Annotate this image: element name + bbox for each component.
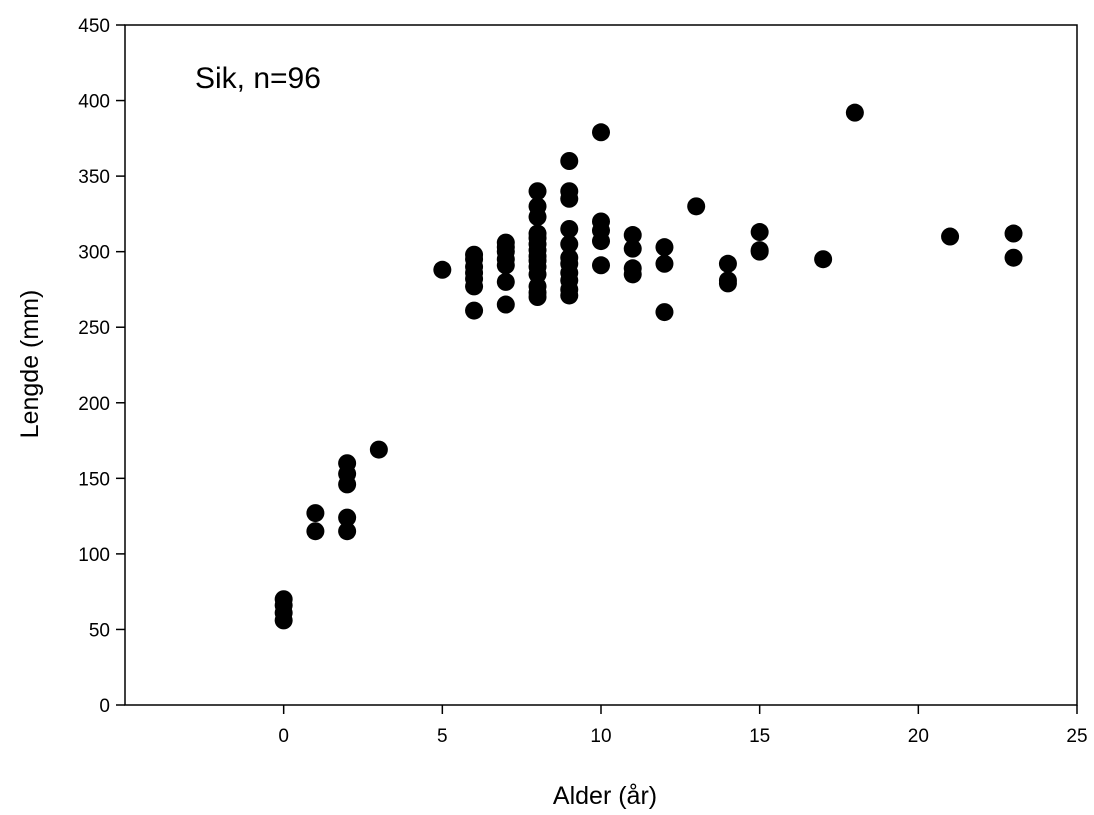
y-axis-ticks: 0 50 100 150 200 250 300 350 400 450 <box>78 16 125 717</box>
data-point <box>560 235 579 254</box>
y-tick-label: 50 <box>89 620 110 641</box>
data-point <box>306 522 325 541</box>
data-points <box>274 103 1023 630</box>
y-axis-title: Lengde (mm) <box>16 290 44 439</box>
data-point <box>941 227 960 246</box>
data-point <box>560 248 579 267</box>
data-point <box>623 259 642 278</box>
x-tick-label: 10 <box>590 726 611 747</box>
data-point <box>623 226 642 245</box>
x-axis-ticks: 0 5 10 15 20 25 <box>278 705 1088 747</box>
data-point <box>528 197 547 216</box>
data-point <box>560 220 579 238</box>
data-point <box>528 182 547 201</box>
y-tick-label: 0 <box>99 696 110 717</box>
data-point <box>750 223 769 242</box>
y-tick-label: 250 <box>78 318 110 339</box>
data-point <box>528 224 547 243</box>
data-point <box>655 238 674 257</box>
y-tick-label: 400 <box>78 92 110 113</box>
data-point <box>592 123 610 142</box>
x-tick-label: 20 <box>908 726 929 747</box>
data-point <box>338 454 357 473</box>
x-tick-label: 25 <box>1066 726 1087 747</box>
data-point <box>560 152 579 170</box>
data-point <box>496 233 515 252</box>
data-point <box>560 182 579 201</box>
data-point <box>465 245 484 264</box>
data-point <box>718 271 737 290</box>
data-point <box>592 212 610 231</box>
data-point <box>338 522 357 541</box>
data-point <box>1004 224 1023 243</box>
data-point <box>687 197 706 216</box>
y-tick-label: 350 <box>78 167 110 188</box>
y-tick-label: 100 <box>78 545 110 566</box>
data-point <box>655 254 674 273</box>
data-point <box>592 256 610 275</box>
data-point <box>465 301 484 320</box>
sample-annotation: Sik, n=96 <box>195 62 321 95</box>
x-tick-label: 5 <box>437 726 448 747</box>
data-point <box>750 241 769 260</box>
data-point <box>718 254 737 273</box>
data-point <box>623 239 642 258</box>
data-point <box>369 440 388 459</box>
y-tick-label: 150 <box>78 469 110 490</box>
y-tick-label: 300 <box>78 243 110 264</box>
y-tick-label: 200 <box>78 394 110 415</box>
data-point <box>496 295 515 314</box>
y-tick-label: 450 <box>78 16 110 37</box>
data-point <box>1004 248 1023 267</box>
x-tick-label: 15 <box>749 726 770 747</box>
data-point <box>845 103 864 122</box>
data-point <box>433 260 452 279</box>
data-point <box>306 504 325 523</box>
data-point <box>814 250 833 269</box>
data-point <box>338 508 357 527</box>
data-point <box>655 303 674 322</box>
data-point <box>496 272 515 291</box>
data-point <box>274 590 293 609</box>
x-tick-label: 0 <box>278 726 289 747</box>
x-axis-title: Alder (år) <box>553 782 657 810</box>
